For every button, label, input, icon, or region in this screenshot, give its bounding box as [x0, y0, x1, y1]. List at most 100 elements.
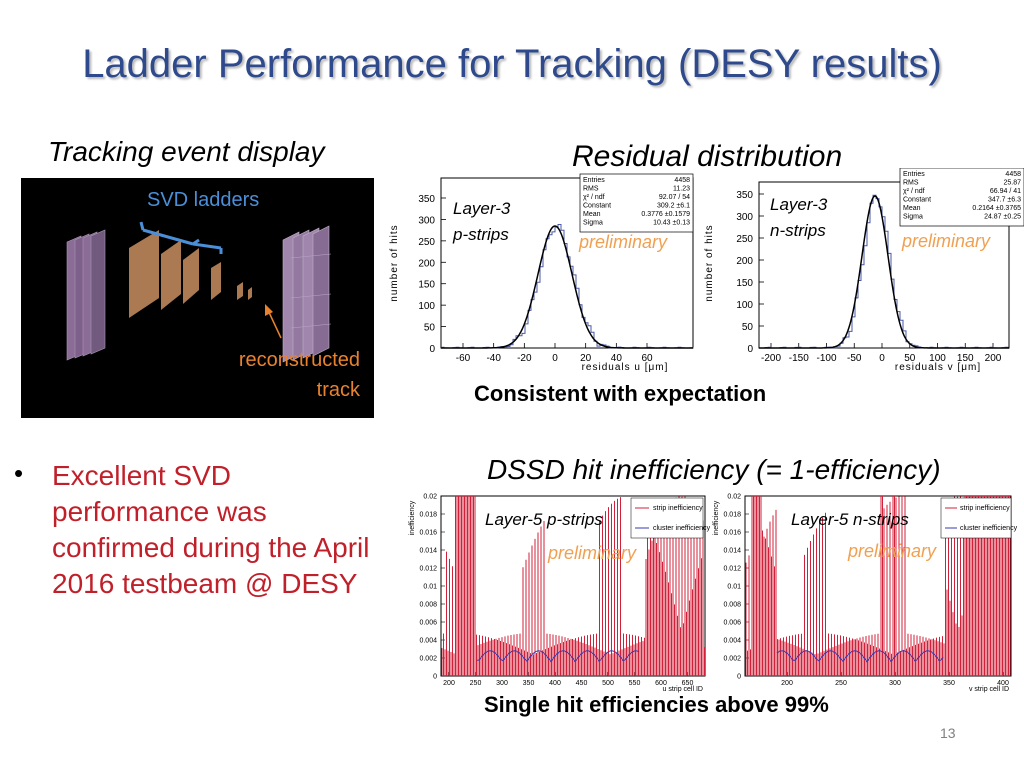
stat-value: 309.2 ±6.1	[657, 203, 690, 210]
x-tick-label: -50	[847, 353, 862, 364]
x-tick-label: 400	[549, 680, 561, 687]
y-ticks: 0 0.002 0.004 0.006 0.008 0.01 0.012 0.014 0.016…	[723, 494, 749, 681]
y-tick-label: 0.016	[419, 530, 437, 537]
y-tick-label: 150	[736, 278, 753, 289]
y-tick-label: 0.01	[423, 584, 437, 591]
stat-value: 25.87	[1003, 180, 1021, 187]
inefficiency-bars	[441, 496, 705, 676]
inefficiency-xlabel-2: v strip cell ID	[969, 686, 1009, 693]
stats-box: Entries 4458 RMS 11.23 χ² / ndf 92.07 / 54 Con…	[583, 177, 690, 227]
event-display-graphic: SVD ladders reconstructed track	[21, 178, 374, 418]
y-tick-label: 200	[736, 256, 753, 267]
slide-title: Ladder Performance for Tracking (DESY re…	[82, 42, 942, 86]
x-ticks: -60 -40 -20 0 20 40 60	[456, 343, 653, 364]
layer-label-line1: Layer-3	[770, 195, 828, 214]
y-tick-label: 300	[418, 215, 435, 226]
y-tick-label: 0.006	[723, 620, 741, 627]
event-display-image: SVD ladders reconstructed track	[21, 178, 374, 418]
y-tick-label: 0.01	[727, 584, 741, 591]
gaussian-fit	[441, 225, 693, 349]
stat-name: Entries	[903, 171, 925, 178]
inefficiency-caption: Single hit efficiencies above 99%	[484, 692, 829, 717]
y-tick-label: 0.004	[723, 638, 741, 645]
x-tick-label: 350	[943, 680, 955, 687]
x-tick-label: 20	[580, 353, 592, 364]
preliminary-label: preliminary	[847, 541, 937, 561]
y-tick-label: 0.006	[419, 620, 437, 627]
y-tick-label: 0.002	[419, 656, 437, 663]
x-tick-label: 50	[904, 353, 916, 364]
preliminary-label: preliminary	[578, 232, 668, 252]
layer-label: Layer-5 n-strips	[791, 510, 909, 529]
layer-label-line1: Layer-3	[453, 199, 511, 218]
x-tick-label: 150	[957, 353, 974, 364]
stat-value: 0.2164 ±0.3765	[972, 205, 1021, 212]
x-tick-label: -40	[486, 353, 501, 364]
y-tick-label: 0.02	[423, 494, 437, 501]
legend-cluster: cluster inefficiency	[653, 525, 711, 532]
x-tick-label: 650	[682, 680, 694, 687]
residual-ylabel-2: number of hits	[704, 224, 715, 301]
y-tick-label: 0.018	[723, 512, 741, 519]
x-tick-label: 60	[641, 353, 653, 364]
layer-label: Layer-5 p-strips	[485, 510, 603, 529]
stat-value: 92.07 / 54	[659, 194, 690, 201]
x-tick-label: -60	[456, 353, 471, 364]
x-tick-label: 0	[879, 353, 885, 364]
stat-value: 347.7 ±6.3	[988, 197, 1021, 204]
inefficiency-plot-p: inefficiency 0 0.002 0.004 0.006 0.008 0.01 0.…	[409, 494, 711, 694]
stat-name: Constant	[903, 197, 931, 204]
residual-ylabel: number of hits	[389, 224, 400, 301]
track-label-line2: track	[317, 379, 361, 401]
stat-name: Sigma	[903, 214, 923, 221]
stat-value: 11.23	[673, 186, 690, 193]
legend-cluster: cluster inefficiency	[960, 525, 1018, 532]
x-tick-label: 250	[470, 680, 482, 687]
x-tick-label: 300	[496, 680, 508, 687]
y-ticks: 0 50 100 150 200 250 300 350	[736, 190, 764, 355]
inefficiency-ylabel-2: inefficiency	[713, 500, 720, 535]
stat-value: 4458	[674, 177, 690, 184]
layer-label-line2: p-strips	[452, 225, 509, 244]
stat-value: 10.43 ±0.13	[653, 220, 690, 227]
bullet-symbol: •	[14, 458, 24, 488]
residual-plot-n: number of hits 0 50 100 150 200 250 300 350 -20…	[704, 168, 1024, 373]
stat-name: Constant	[583, 203, 611, 210]
x-tick-label: 400	[997, 680, 1009, 687]
y-tick-label: 0.008	[723, 602, 741, 609]
x-tick-label: 550	[629, 680, 641, 687]
y-tick-label: 0.012	[723, 566, 741, 573]
cluster-line	[476, 650, 640, 663]
residual-heading: Residual distribution	[572, 140, 843, 173]
y-tick-label: 0.02	[727, 494, 741, 501]
y-tick-label: 0.002	[723, 656, 741, 663]
y-tick-label: 50	[742, 322, 754, 333]
track-label-line1: reconstructed	[239, 349, 360, 371]
stat-name: Sigma	[583, 220, 603, 227]
y-tick-label: 350	[736, 190, 753, 201]
inefficiency-plot-n: inefficiency 0 0.002 0.004 0.006 0.008 0.01 0.…	[713, 494, 1018, 694]
y-tick-label: 100	[418, 301, 435, 312]
x-tick-label: 600	[655, 680, 667, 687]
x-tick-label: 250	[835, 680, 847, 687]
x-tick-label: -150	[789, 353, 809, 364]
gaussian-fit	[759, 195, 1009, 349]
stat-name: χ² / ndf	[903, 188, 925, 195]
y-ticks: 0 50 100 150 200 250 300 350	[418, 194, 446, 355]
y-tick-label: 0	[747, 344, 753, 355]
stat-value: 24.87 ±0.25	[984, 214, 1021, 221]
inefficiency-plots: inefficiency 0 0.002 0.004 0.006 0.008 0.01 0.…	[409, 494, 1018, 694]
y-tick-label: 0.016	[723, 530, 741, 537]
telescope-right	[282, 225, 332, 363]
residual-xlabel: residuals u [μm]	[582, 362, 669, 373]
x-tick-label: 200	[985, 353, 1002, 364]
y-tick-label: 350	[418, 194, 435, 205]
event-display-heading: Tracking event display	[48, 136, 325, 167]
page-number: 13	[940, 725, 956, 741]
x-tick-label: 0	[552, 353, 558, 364]
y-tick-label: 100	[736, 300, 753, 311]
stat-value: 66.94 / 41	[990, 188, 1021, 195]
x-tick-label: 200	[781, 680, 793, 687]
residual-caption: Consistent with expectation	[474, 381, 767, 406]
svd-ladders-label: SVD ladders	[147, 189, 259, 211]
